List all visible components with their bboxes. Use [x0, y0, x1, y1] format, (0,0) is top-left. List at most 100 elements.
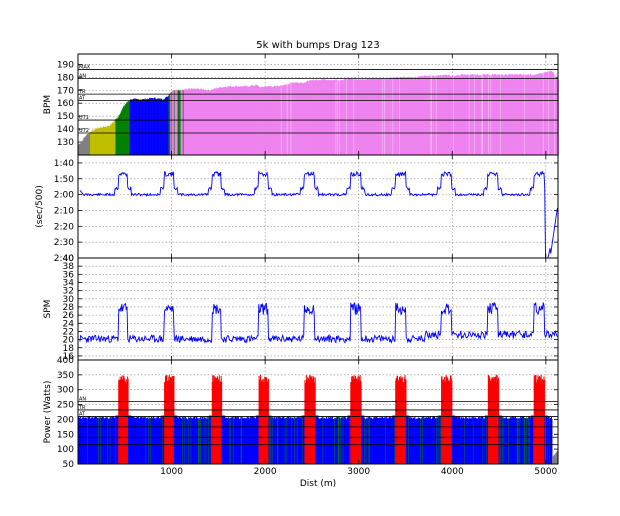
hr-bar: [500, 74, 502, 155]
hr-bar: [262, 87, 264, 155]
hr-bar: [204, 90, 206, 155]
hr-bar: [357, 79, 359, 155]
hr-bar: [405, 77, 407, 155]
hr-bar: [252, 85, 254, 155]
hr-bar: [208, 90, 210, 155]
hr-bar: [126, 101, 128, 155]
hr-bar: [165, 96, 167, 155]
hr-bar: [134, 98, 136, 155]
hr-bar: [200, 89, 202, 155]
hr-bar: [302, 83, 304, 155]
hr-bar: [464, 74, 466, 155]
hr-bar: [402, 77, 404, 155]
x-axis-label: Dist (m): [300, 479, 336, 489]
hr-bar: [471, 74, 473, 155]
hr-bar: [174, 89, 176, 155]
hr-bar: [507, 75, 509, 155]
hr-bar: [468, 74, 470, 155]
hr-bar: [515, 74, 517, 155]
hr-bar: [485, 74, 487, 155]
hr-bar: [173, 90, 175, 155]
y-tick-label: 24: [63, 319, 75, 329]
hr-bar: [220, 87, 223, 155]
hr-bar: [140, 99, 142, 155]
hr-bar: [232, 86, 234, 155]
hr-bar: [214, 88, 216, 155]
hr-bar: [153, 97, 155, 155]
hr-bar: [261, 86, 263, 155]
x-tick-label: 5000: [534, 467, 557, 477]
hr-bar: [425, 75, 427, 155]
hr-bar: [95, 128, 97, 155]
hr-bar: [399, 77, 401, 155]
hr-bar: [530, 73, 532, 155]
hr-bar: [362, 79, 364, 155]
hr-bar: [178, 89, 180, 155]
hr-bar: [260, 87, 262, 155]
hr-bar: [215, 88, 217, 155]
hr-bar: [226, 87, 228, 155]
hr-bar: [139, 99, 141, 155]
hr-bar: [222, 87, 224, 155]
hr-bar: [292, 82, 294, 155]
hr-bar: [397, 77, 399, 155]
hr-bar: [385, 78, 387, 155]
y-tick-label: 2:10: [54, 206, 74, 216]
hr-bar: [331, 79, 333, 155]
hr-bar: [387, 78, 389, 155]
hr-bar: [197, 88, 199, 155]
hr-bar: [293, 83, 295, 155]
hr-bar: [429, 76, 431, 155]
hr-bar: [313, 79, 315, 155]
hr-bar: [223, 87, 226, 155]
y-tick-label: 38: [63, 262, 75, 272]
hr-bar: [170, 91, 172, 155]
hr-bar: [506, 75, 508, 155]
hr-bar: [210, 90, 212, 155]
hr-bar: [141, 99, 143, 155]
hr-bar: [328, 80, 330, 155]
power-level-label: AN: [79, 397, 86, 403]
hr-bar: [487, 74, 489, 155]
hr-bar: [160, 99, 162, 155]
hr-bar: [437, 75, 439, 155]
hr-bar: [512, 75, 514, 155]
hr-bar: [135, 98, 137, 155]
panel-pace: 1:40 1:50 2:00 2:10 2:20 2:30 2:40 (sec/500): [35, 155, 558, 264]
hr-bar: [528, 75, 530, 155]
hr-bar: [228, 86, 230, 155]
hr-bar: [341, 80, 343, 155]
hr-bar: [344, 78, 346, 155]
hr-bar: [401, 77, 403, 155]
hr-bar: [462, 74, 464, 155]
hr-bar: [295, 82, 297, 155]
hr-bar: [444, 75, 446, 155]
power-level-label: TR: [78, 405, 86, 411]
y-tick-label: 100: [57, 445, 74, 455]
hr-bar: [429, 75, 431, 155]
hr-bar: [125, 103, 127, 155]
hr-bar: [384, 78, 386, 155]
hr-bar: [203, 89, 205, 155]
hr-bar: [301, 82, 303, 155]
hr-bar: [479, 75, 482, 155]
y-tick-label: 1:50: [54, 175, 74, 185]
hr-bar: [417, 76, 419, 155]
hr-bar: [196, 89, 198, 155]
hr-bar: [473, 75, 475, 155]
hr-bar: [300, 82, 302, 155]
hr-bar: [244, 86, 246, 155]
hr-bar: [322, 79, 324, 155]
hr-bar: [211, 89, 214, 155]
hr-bar: [83, 138, 85, 155]
hr-bar: [552, 72, 554, 155]
y-tick-label: 34: [63, 278, 75, 288]
hr-bar: [331, 80, 333, 155]
hr-bar: [533, 75, 535, 155]
hr-bar: [223, 87, 225, 155]
hr-bar: [414, 76, 416, 155]
hr-bar: [84, 136, 86, 155]
hr-bar: [133, 98, 135, 155]
hr-bar: [92, 130, 94, 155]
